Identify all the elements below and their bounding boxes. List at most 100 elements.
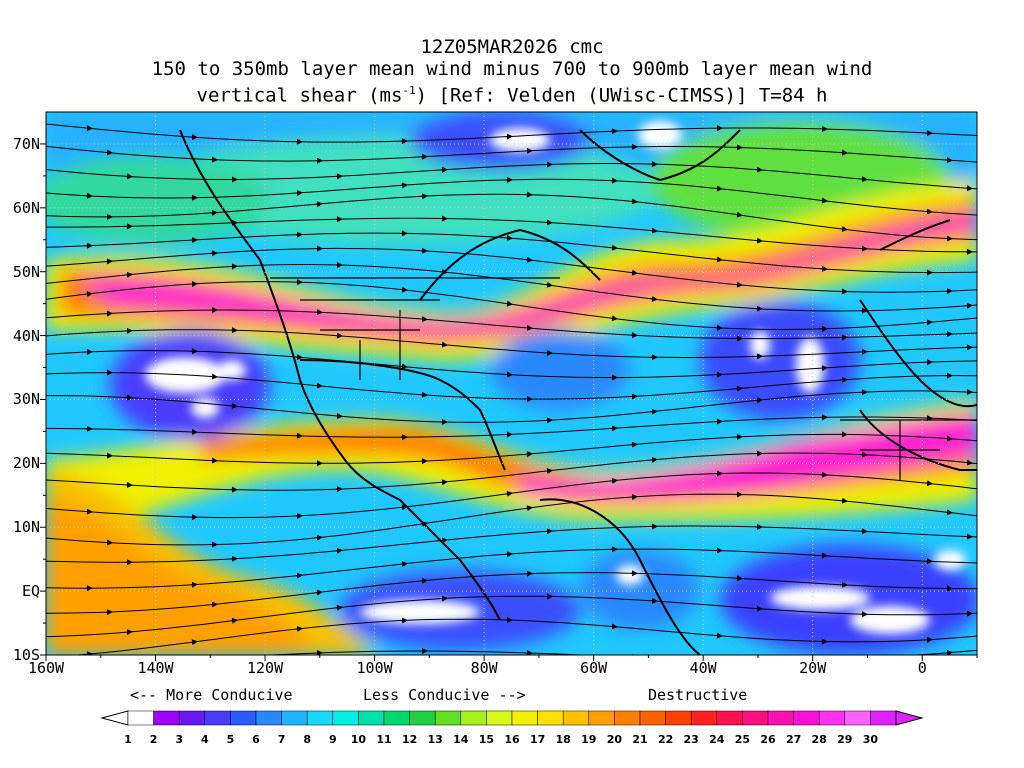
- streamline-arrow: [650, 456, 658, 463]
- borders: [270, 277, 977, 480]
- streamline-arrow: [715, 185, 723, 192]
- streamline-arrow: [335, 547, 343, 554]
- title-units-ref: vertical shear (ms-1) [Ref: Velden (UWis…: [0, 80, 1024, 106]
- colorbar-swatch: [562, 710, 590, 726]
- streamline-arrow: [610, 315, 618, 322]
- streamline-arrow: [440, 537, 448, 544]
- colorbar-level: 14: [453, 733, 469, 746]
- title-units-sup: -1: [402, 84, 416, 97]
- colorbar-swatch: [588, 710, 615, 726]
- streamline-arrow: [925, 319, 933, 326]
- colorbar-swatch: [665, 710, 692, 726]
- streamline-arrow: [230, 402, 238, 409]
- lon-label: 0: [917, 659, 927, 677]
- lon-label: 160W: [27, 659, 65, 677]
- colorbar-swatch: [844, 710, 871, 726]
- colorbar-level: 1: [124, 733, 132, 746]
- colorbar-level: 12: [401, 733, 418, 746]
- less-conducive-label: Less Conducive -->: [363, 686, 526, 704]
- lon-label: 140W: [137, 659, 174, 677]
- streamline-arrow: [125, 629, 133, 636]
- colorbar-swatch: [255, 710, 282, 726]
- lat-label: 40N: [12, 326, 40, 345]
- colorbar-level: 15: [478, 733, 495, 746]
- colorbar-level: 30: [862, 733, 879, 746]
- streamline-arrow: [525, 451, 533, 458]
- streamline-arrow: [755, 237, 763, 244]
- lat-label: 50N: [12, 262, 40, 281]
- colorbar-level: 27: [785, 733, 802, 746]
- colorbar-swatch: [281, 710, 308, 726]
- colorbar-swatch: [153, 710, 180, 726]
- streamline-arrow: [440, 268, 448, 275]
- streamline-arrow: [230, 617, 238, 624]
- streamline: [46, 163, 977, 190]
- lat-label: 20N: [12, 454, 40, 473]
- colorbar-level: 3: [175, 733, 184, 746]
- colorbar-swatch: [306, 710, 334, 726]
- title-datetime: 12Z05MAR2026 cmc: [420, 36, 604, 58]
- streamline: [46, 525, 977, 563]
- streamline: [46, 595, 977, 638]
- colorbar-level: 24: [709, 733, 725, 746]
- streamline-arrow: [630, 198, 638, 205]
- streamline-arrow: [840, 497, 848, 504]
- streamline-arrow: [945, 509, 953, 516]
- colorbar-level: 8: [303, 733, 312, 746]
- streamline-arrow: [525, 256, 533, 263]
- streamline-arrow: [335, 412, 343, 419]
- colorbar-swatch: [614, 710, 641, 726]
- colorbar-level: 22: [657, 733, 674, 746]
- streamline-arrow: [190, 639, 198, 646]
- streamline-arrow: [860, 176, 868, 183]
- lat-label: EQ: [21, 582, 40, 601]
- colorbar-min-arrow: [100, 710, 129, 726]
- streamline: [46, 390, 977, 423]
- streamline-arrow: [610, 477, 618, 484]
- streamline: [46, 264, 977, 312]
- colorbar-level: 29: [837, 733, 853, 746]
- streamline-arrow: [400, 561, 408, 568]
- streamline-arrow: [295, 572, 303, 579]
- lat-label: 60N: [12, 198, 40, 217]
- colorbar-level: 11: [376, 733, 392, 746]
- colorbar-swatch: [358, 710, 385, 726]
- streamline-arrow: [315, 201, 323, 208]
- lon-label: 120W: [246, 659, 284, 677]
- streamline-arrow: [650, 227, 658, 234]
- colorbar-level: 4: [200, 733, 209, 746]
- colorbar-swatch: [870, 710, 897, 726]
- colorbar-swatch: [511, 710, 538, 726]
- streamline-arrow: [505, 490, 513, 497]
- streamline-arrow: [610, 623, 618, 630]
- lon-label: 60W: [580, 659, 608, 677]
- streamline-arrow: [440, 479, 448, 486]
- streamline-arrow: [125, 271, 133, 278]
- colorbar-swatch: [639, 710, 666, 726]
- colorbar-level: 26: [760, 733, 776, 746]
- title-units-pre: vertical shear (ms: [196, 84, 403, 107]
- streamline-arrow: [545, 281, 553, 288]
- streamline-arrow: [650, 295, 658, 302]
- colorbar-swatch: [716, 710, 743, 726]
- colorbar-level: 10: [350, 733, 367, 746]
- colorbar-swatch: [793, 710, 820, 726]
- colorbar-swatch: [742, 710, 769, 726]
- streamline-arrow: [420, 577, 428, 584]
- streamline-arrow: [400, 363, 408, 370]
- title-description: 150 to 350mb layer mean wind minus 700 t…: [151, 58, 873, 80]
- colorbar-level: 18: [555, 733, 571, 746]
- streamlines: [46, 123, 977, 655]
- colorbar-level: 16: [504, 733, 520, 746]
- streamline-arrow: [525, 505, 533, 512]
- streamline-arrow: [85, 291, 93, 298]
- colorbar-level: 17: [529, 733, 546, 746]
- colorbar-swatch: [178, 710, 206, 726]
- colorbar-swatch: [460, 710, 487, 726]
- streamline-arrow: [315, 589, 323, 596]
- more-conducive-label: <-- More Conducive: [130, 686, 293, 704]
- streamline-arrow: [820, 197, 828, 204]
- colorbar-level: 21: [632, 733, 648, 746]
- lon-label: 80W: [470, 659, 498, 677]
- colorbar-level: 13: [427, 733, 443, 746]
